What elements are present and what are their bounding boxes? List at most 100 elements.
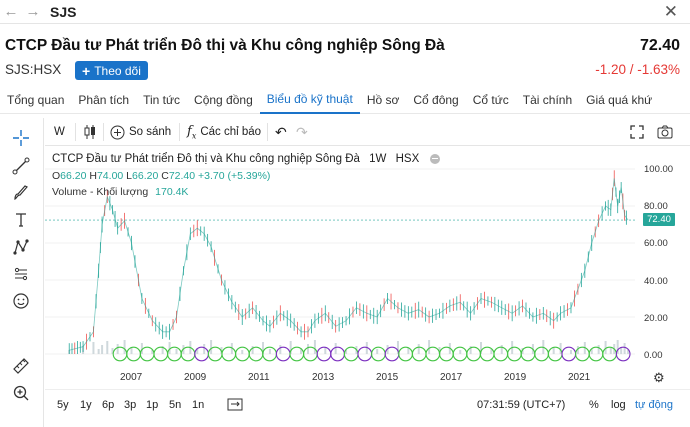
x-tick: 2009 [184, 372, 207, 383]
tab-analysis[interactable]: Phân tích [78, 92, 130, 107]
x-tick: 2019 [504, 372, 527, 383]
tab-bar: Tổng quan Phân tích Tin tức Cộng đồng Bi… [0, 86, 690, 114]
volume-bar [597, 345, 600, 354]
volume-bar [313, 340, 316, 354]
collapse-icon[interactable] [430, 153, 441, 164]
auto-toggle[interactable]: tự động [635, 399, 673, 411]
pattern-icon[interactable] [10, 236, 32, 258]
ohlc-low: 66.20 [132, 170, 159, 182]
volume-bar [417, 344, 420, 354]
undo-icon[interactable]: ↶ [275, 123, 287, 140]
volume-bar [210, 340, 213, 354]
range-5y[interactable]: 5y [57, 399, 69, 411]
tab-financials[interactable]: Tài chính [522, 92, 573, 107]
tab-price-history[interactable]: Giá quá khứ [586, 92, 653, 107]
zoom-in-icon[interactable] [10, 382, 32, 404]
range-3p[interactable]: 3p [124, 399, 137, 411]
crosshair-icon[interactable] [10, 127, 32, 149]
x-tick: 2011 [248, 372, 270, 383]
volume-bar [168, 342, 171, 354]
arrow-right-icon[interactable]: → [25, 3, 41, 20]
tab-dividends[interactable]: Cổ tức [472, 92, 509, 107]
ohlc-values: O66.20 H74.00 L66.20 C72.40 +3.70 (+5.39… [52, 170, 270, 182]
price-chart[interactable] [45, 147, 690, 389]
tab-technical-chart[interactable]: Biểu đồ kỹ thuật [259, 86, 360, 114]
volume-label: Volume - Khối lượng [52, 186, 149, 198]
legend-interval: 1W [369, 153, 387, 165]
volume-bar [623, 343, 626, 354]
ohlc-open: 66.20 [60, 170, 87, 182]
y-tick: 0.00 [644, 350, 663, 361]
compare-label: So sánh [129, 126, 172, 138]
top-bar: ← → SJS ✕ [0, 0, 690, 24]
volume-bar [396, 341, 399, 354]
ruler-icon[interactable] [10, 355, 32, 377]
range-1y[interactable]: 1y [80, 399, 92, 411]
ticker: SJS:HSX [5, 62, 62, 77]
calendar-range-icon[interactable] [227, 397, 243, 414]
compare-button[interactable]: So sánh [110, 118, 171, 146]
volume-bar [324, 347, 327, 354]
ohlc-o-label: O [52, 170, 61, 182]
volume-bar [101, 345, 104, 354]
interval-button[interactable]: W [54, 126, 65, 138]
price-series-line [69, 178, 629, 351]
volume-bar [306, 344, 309, 354]
close-icon[interactable]: ✕ [663, 2, 678, 21]
text-icon[interactable] [10, 209, 32, 231]
ohlc-c-label: C [161, 170, 169, 182]
candlestick-icon[interactable] [83, 118, 97, 146]
volume-bar [609, 348, 612, 354]
price-change: -1.20 / -1.63% [595, 62, 680, 77]
volume-bar [521, 348, 524, 354]
legend-exchange: HSX [395, 153, 420, 165]
indicators-button[interactable]: fx Các chỉ báo [187, 118, 261, 146]
clock-time: 07:31:59 (UTC+7) [477, 399, 566, 411]
volume-bar [428, 340, 431, 354]
fullscreen-icon[interactable] [630, 118, 644, 146]
arrow-left-icon[interactable]: ← [3, 3, 19, 20]
volume-bar [262, 342, 265, 354]
divider [75, 123, 76, 141]
y-tick: 80.00 [644, 201, 668, 212]
trend-line-icon[interactable] [10, 155, 32, 177]
indicators-label: Các chỉ báo [200, 126, 262, 138]
ohlc-l-label: L [126, 170, 133, 182]
company-name: CTCP Đầu tư Phát triển Đô thị và Khu côn… [5, 37, 445, 54]
range-5n[interactable]: 5n [169, 399, 182, 411]
redo-icon[interactable]: ↷ [296, 123, 308, 140]
volume-bar [241, 350, 244, 354]
tab-overview[interactable]: Tổng quan [7, 92, 65, 107]
ohlc-change: +3.70 (+5.39%) [198, 170, 271, 182]
volume-bar [459, 350, 462, 354]
y-tick: 40.00 [644, 276, 668, 287]
tab-profile[interactable]: Hồ sơ [366, 92, 400, 107]
tab-news[interactable]: Tin tức [143, 92, 181, 107]
follow-button[interactable]: + Theo dõi [75, 61, 148, 80]
volume-value: 170.4K [155, 186, 189, 198]
log-toggle[interactable]: log [611, 399, 626, 411]
drawing-toolbar [0, 118, 44, 427]
brush-icon[interactable] [10, 182, 32, 204]
camera-icon[interactable] [657, 118, 673, 146]
volume-bar [334, 343, 337, 354]
volume-bar [376, 349, 379, 354]
range-1p[interactable]: 1p [146, 399, 159, 411]
stock-price: 72.40 [639, 37, 680, 54]
range-1n[interactable]: 1n [192, 399, 205, 411]
volume-bar [559, 343, 562, 354]
percent-toggle[interactable]: % [589, 399, 599, 411]
volume-bar [300, 348, 303, 354]
measure-icon[interactable] [10, 263, 32, 285]
range-6p[interactable]: 6p [102, 399, 115, 411]
tab-community[interactable]: Cộng đồng [194, 92, 253, 107]
follow-label: Theo dõi [94, 63, 141, 78]
event-marker [615, 346, 631, 362]
chart-toolbar: W So sánh fx Các chỉ báo ↶ ↷ [45, 118, 690, 146]
divider [179, 123, 180, 141]
divider [103, 123, 104, 141]
tab-shareholders[interactable]: Cổ đông [413, 92, 459, 107]
gear-icon[interactable]: ⚙ [653, 370, 665, 385]
volume-bar [130, 347, 133, 354]
emoji-icon[interactable] [10, 290, 32, 312]
